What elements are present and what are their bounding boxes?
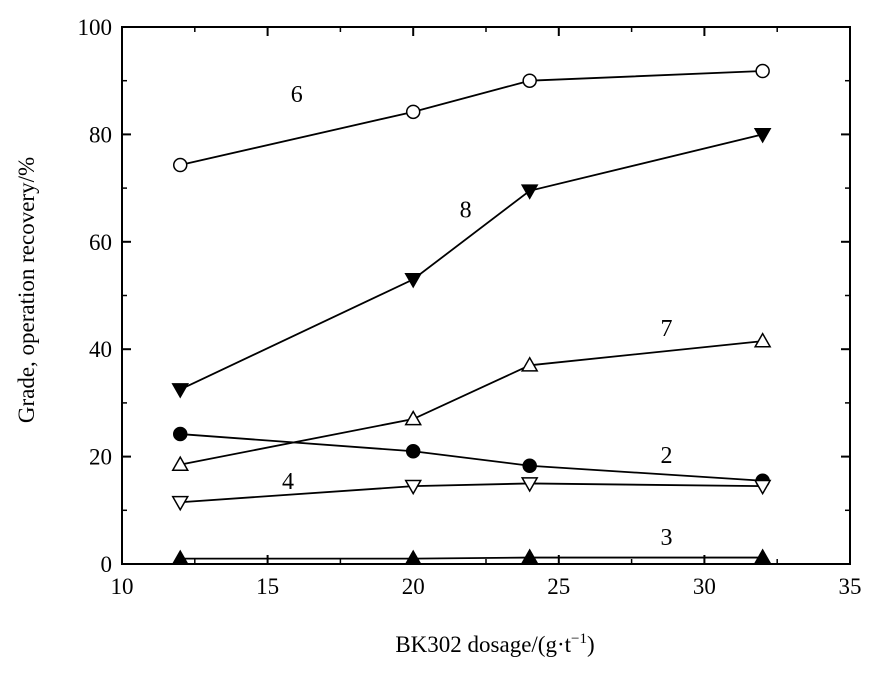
filled-triangle-up-marker bbox=[404, 549, 422, 566]
series-8: 8 bbox=[171, 128, 772, 399]
open-triangle-down-marker bbox=[520, 477, 539, 493]
open-triangle-down-marker bbox=[753, 479, 772, 496]
filled-circle-marker bbox=[405, 443, 421, 459]
filled-triangle-down-marker bbox=[753, 128, 772, 144]
series-line bbox=[180, 482, 763, 504]
series-7: 7 bbox=[171, 316, 772, 472]
x-tick-label: 35 bbox=[839, 574, 862, 599]
x-tick-label: 25 bbox=[547, 574, 570, 599]
series-layer: 6 8 7 2 4 3 bbox=[171, 63, 772, 566]
series-label: 4 bbox=[282, 469, 294, 495]
series-label: 7 bbox=[661, 316, 673, 342]
x-tick-label: 20 bbox=[402, 574, 425, 599]
x-tick-label: 10 bbox=[111, 574, 134, 599]
filled-triangle-up-marker bbox=[171, 549, 190, 566]
open-triangle-up-marker bbox=[520, 356, 539, 372]
series-line bbox=[180, 70, 763, 166]
series-2: 2 bbox=[172, 426, 770, 489]
y-tick-label: 60 bbox=[89, 230, 112, 255]
open-triangle-down-marker bbox=[171, 495, 190, 512]
filled-triangle-down-marker bbox=[171, 383, 190, 399]
series-label: 3 bbox=[661, 525, 673, 551]
series-3: 3 bbox=[171, 525, 772, 566]
filled-triangle-down-marker bbox=[520, 184, 539, 200]
x-axis-title: BK302 dosage/(g·t−1) bbox=[395, 631, 594, 657]
open-circle-marker bbox=[405, 104, 421, 120]
x-tick-label: 30 bbox=[693, 574, 716, 599]
open-triangle-up-marker bbox=[753, 332, 772, 348]
filled-triangle-up-marker bbox=[753, 548, 772, 564]
filled-triangle-up-marker bbox=[520, 548, 539, 564]
plot-frame bbox=[121, 26, 851, 565]
y-tick-label: 80 bbox=[89, 122, 112, 147]
series-label: 8 bbox=[460, 198, 472, 224]
open-triangle-up-marker bbox=[404, 409, 422, 426]
x-tick-label: 15 bbox=[256, 574, 279, 599]
series-line bbox=[180, 340, 763, 466]
open-triangle-up-marker bbox=[171, 455, 190, 472]
series-line bbox=[180, 556, 763, 560]
open-circle-marker bbox=[522, 73, 537, 88]
filled-triangle-down-marker bbox=[404, 273, 422, 289]
open-triangle-down-marker bbox=[404, 479, 422, 496]
y-tick-label: 0 bbox=[101, 552, 113, 577]
y-tick-label: 100 bbox=[78, 15, 113, 40]
series-4: 4 bbox=[171, 469, 772, 512]
open-circle-marker bbox=[755, 63, 770, 79]
series-label: 2 bbox=[661, 443, 673, 469]
filled-circle-marker bbox=[172, 426, 188, 442]
open-circle-marker bbox=[172, 157, 188, 173]
series-line bbox=[180, 433, 763, 482]
y-tick-label: 40 bbox=[89, 337, 112, 362]
series-label: 6 bbox=[291, 82, 303, 108]
series-line bbox=[179, 133, 763, 391]
axes: 10 15 20 25 30 35 0 20 40 60 80 100 bbox=[78, 15, 862, 599]
series-6: 6 bbox=[172, 63, 770, 173]
filled-circle-marker bbox=[522, 458, 537, 473]
y-tick-label: 20 bbox=[89, 445, 112, 470]
y-axis-title: Grade, operation recovery/% bbox=[14, 157, 39, 423]
